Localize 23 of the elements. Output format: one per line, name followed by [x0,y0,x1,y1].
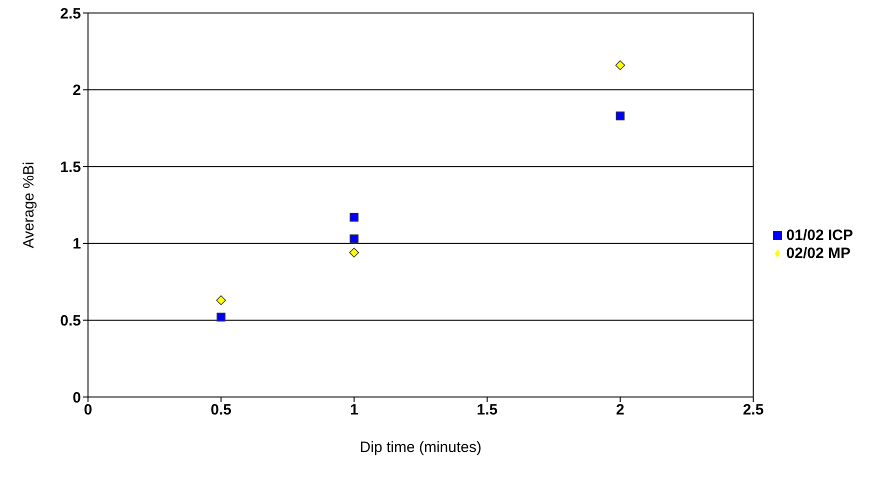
y-tick-label: 2.5 [60,5,81,22]
point [216,312,226,322]
x-axis-title: Dip time (minutes) [360,439,482,456]
point [615,60,626,70]
point [350,234,359,244]
y-tick-label: 1 [72,236,81,253]
y-tick-label: 2 [72,82,81,100]
x-tick-label: 2.5 [742,402,764,419]
y-tick-label: 1.5 [60,158,81,176]
x-tick-label: 1.5 [476,402,498,419]
point [616,112,625,120]
point [350,212,359,222]
x-tick-label: 0 [84,402,92,419]
y-tick-label: 0 [72,389,81,406]
legend-label: 02/02 MP [786,245,850,262]
x-tick-label: 0.5 [210,402,232,419]
y-tick-label: 0.5 [60,312,81,330]
point [216,295,226,306]
point [349,248,360,258]
y-axis-title: Average %Bi [20,162,38,248]
x-tick-label: 2 [616,402,624,419]
legend-label: 01/02 ICP [786,227,853,244]
x-tick-label: 1 [350,402,358,419]
